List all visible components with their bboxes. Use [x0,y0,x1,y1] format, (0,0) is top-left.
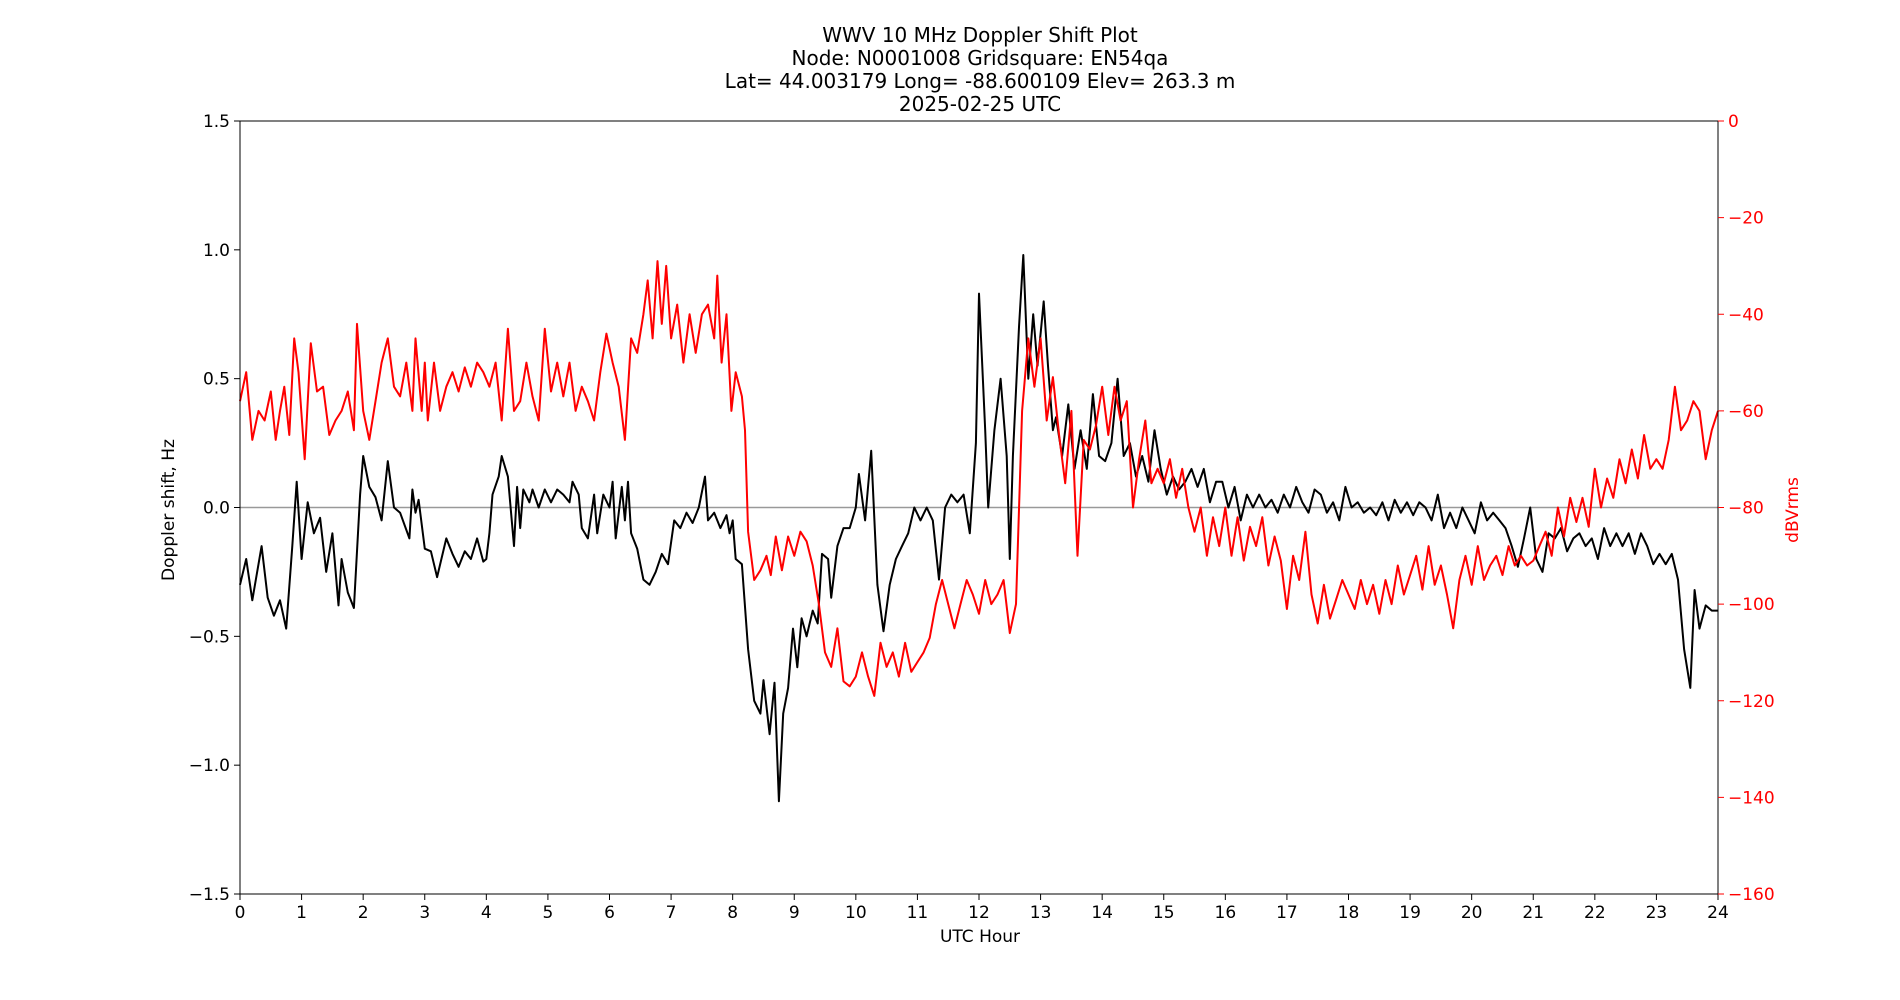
x-tick-label: 2 [358,903,369,923]
y2-tick-label: −100 [1728,595,1775,615]
x-tick-label: 4 [481,903,492,923]
y2-tick-label: 0 [1728,112,1739,132]
title-line-2: Node: N0001008 Gridsquare: EN54qa [792,46,1169,70]
x-tick-label: 7 [666,903,677,923]
x-tick-label: 17 [1276,903,1298,923]
title-line-4: 2025-02-25 UTC [899,92,1061,116]
title-line-1: WWV 10 MHz Doppler Shift Plot [822,23,1138,47]
x-tick-label: 12 [968,903,990,923]
y-tick-label: −0.5 [189,627,230,647]
x-tick-label: 5 [543,903,554,923]
axes: 0 1 2 3 4 5 6 7 8 9 10 11 12 13 14 15 16 17 18 19 20 21 22 23 24… [189,112,1775,923]
y-tick-label: −1.5 [189,885,230,905]
x-tick-label: 23 [1646,903,1668,923]
y2-tick-label: −160 [1728,885,1775,905]
plot-area [239,254,1719,803]
y2-tick-label: −20 [1728,209,1764,229]
x-tick-label: 3 [419,903,430,923]
x-tick-label: 13 [1030,903,1052,923]
x-tick-label: 0 [235,903,246,923]
y2-tick-label: −60 [1728,402,1764,422]
x-tick-label: 1 [296,903,307,923]
y2-tick-label: −120 [1728,692,1775,712]
y2-tick-label: −140 [1728,788,1775,808]
series-line-doppler-shift [239,254,1718,803]
y2-tick-label: −40 [1728,305,1764,325]
x-tick-label: 8 [727,903,738,923]
x-tick-label: 19 [1399,903,1421,923]
x-tick-label: 15 [1153,903,1175,923]
chart-title: WWV 10 MHz Doppler Shift Plot Node: N000… [725,23,1236,116]
x-axis-label: UTC Hour [940,927,1020,947]
x-tick-label: 22 [1584,903,1606,923]
y-axis-label: Doppler shift, Hz [159,439,179,581]
x-tick-label: 16 [1215,903,1237,923]
y-tick-label: 0.5 [203,370,230,390]
x-tick-label: 18 [1338,903,1360,923]
y-tick-label: 1.0 [203,241,230,261]
x-tick-label: 6 [604,903,615,923]
title-line-3: Lat= 44.003179 Long= -88.600109 Elev= 26… [725,69,1236,93]
x-tick-label: 24 [1707,903,1729,923]
y-tick-label: 0.0 [203,499,230,519]
x-tick-label: 11 [907,903,929,923]
x-tick-label: 21 [1522,903,1544,923]
y-tick-label: 1.5 [203,112,230,132]
x-tick-label: 10 [845,903,867,923]
x-tick-label: 14 [1091,903,1113,923]
series-line-signal-level [239,260,1719,697]
y2-axis-label: dBVrms [1783,477,1803,543]
x-tick-label: 20 [1461,903,1483,923]
y2-tick-label: −80 [1728,499,1764,519]
y-tick-label: −1.0 [189,756,230,776]
x-tick-label: 9 [789,903,800,923]
